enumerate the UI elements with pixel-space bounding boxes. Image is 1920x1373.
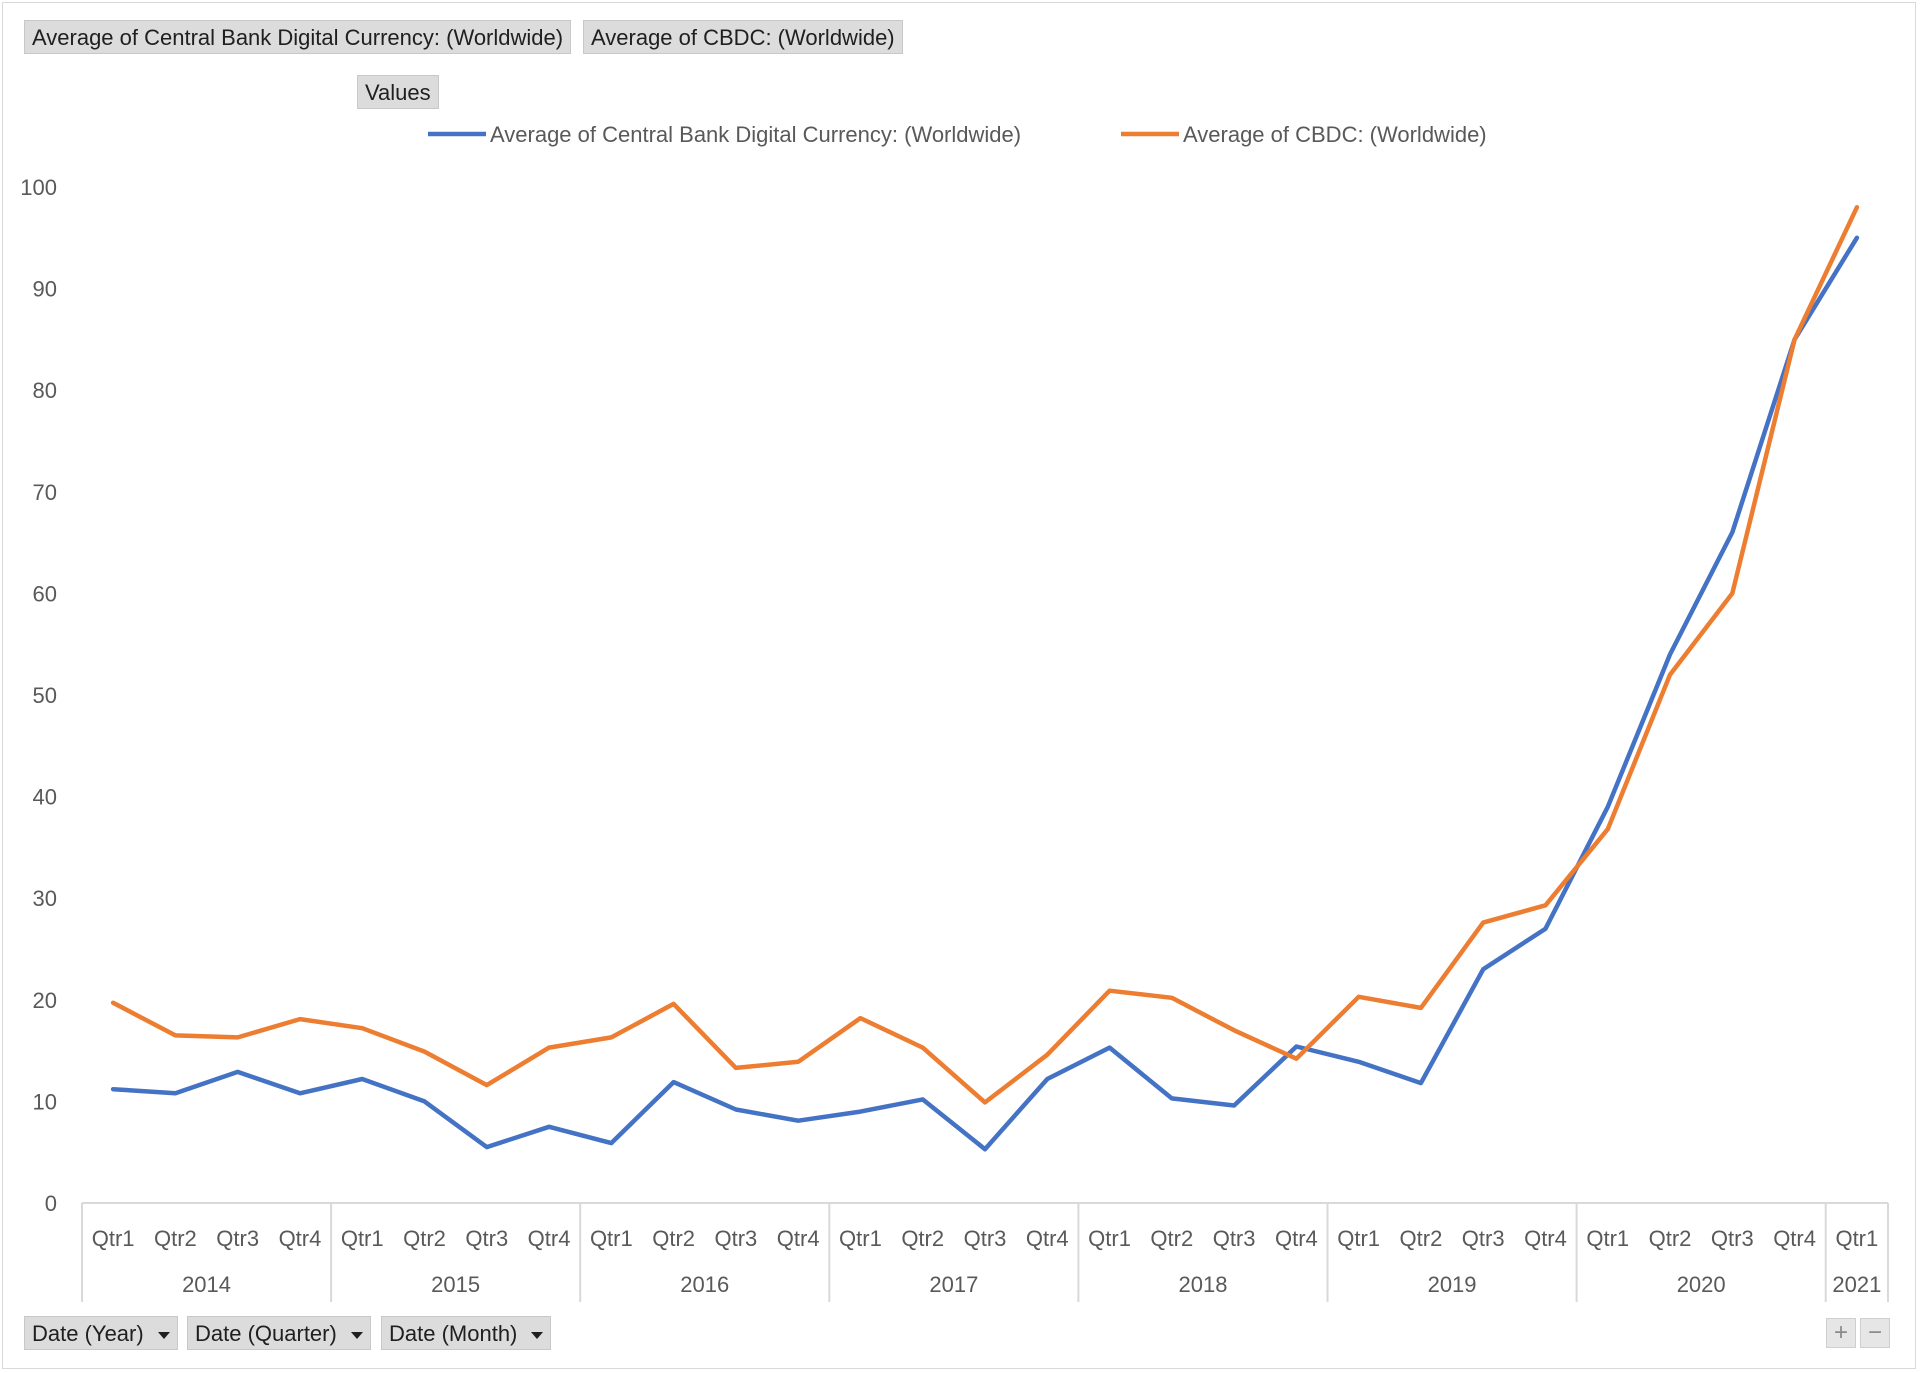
values-button[interactable]: Values [357,75,439,109]
collapse-field-button[interactable]: − [1860,1318,1890,1348]
y-tick-label: 10 [33,1089,57,1114]
axis-field-date-quarter-label: Date (Quarter) [195,1321,337,1346]
axis-field-date-year-label: Date (Year) [32,1321,144,1346]
year-label: 2019 [1428,1272,1477,1297]
series-line-2 [110,205,1860,1105]
x-tick-label: Qtr3 [1213,1226,1256,1251]
x-tick-label: Qtr1 [1088,1226,1131,1251]
x-tick-label: Qtr1 [341,1226,384,1251]
y-tick-label: 80 [33,378,57,403]
x-tick-label: Qtr3 [216,1226,259,1251]
x-tick-label: Qtr1 [1337,1226,1380,1251]
y-tick-label: 90 [33,277,57,302]
x-tick-label: Qtr3 [465,1226,508,1251]
year-label: 2021 [1832,1272,1881,1297]
x-tick-label: Qtr2 [652,1226,695,1251]
x-tick-label: Qtr3 [964,1226,1007,1251]
year-label: 2018 [1178,1272,1227,1297]
x-tick-label: Qtr4 [1773,1226,1816,1251]
dropdown-arrow-icon [350,1331,363,1339]
x-tick-label: Qtr4 [777,1226,820,1251]
axis-field-date-year[interactable]: Date (Year) [24,1316,178,1350]
x-tick-label: Qtr4 [528,1226,571,1251]
year-label: 2020 [1677,1272,1726,1297]
x-tick-label: Qtr3 [714,1226,757,1251]
expand-field-button[interactable]: + [1826,1318,1856,1348]
year-label: 2014 [182,1272,231,1297]
y-tick-label: 20 [33,988,57,1013]
x-tick-label: Qtr1 [1835,1226,1878,1251]
year-label: 2016 [680,1272,729,1297]
x-tick-label: Qtr3 [1711,1226,1754,1251]
value-field-button-cbdc-full[interactable]: Average of Central Bank Digital Currency… [24,20,572,54]
y-tick-label: 100 [20,175,57,200]
y-tick-label: 40 [33,785,57,810]
value-field-button-cbdc-short[interactable]: Average of CBDC: (Worldwide) [583,20,903,54]
legend-label-2: Average of CBDC: (Worldwide) [1183,122,1487,147]
y-tick-label: 70 [33,480,57,505]
x-tick-label: Qtr4 [1026,1226,1069,1251]
x-tick-label: Qtr4 [1275,1226,1318,1251]
x-tick-label: Qtr1 [92,1226,135,1251]
y-tick-label: 30 [33,886,57,911]
x-tick-label: Qtr2 [154,1226,197,1251]
series-line-1 [110,235,1860,1152]
y-tick-label: 0 [45,1191,57,1216]
x-tick-label: Qtr1 [1586,1226,1629,1251]
y-tick-label: 50 [33,683,57,708]
year-label: 2017 [929,1272,978,1297]
x-tick-label: Qtr2 [1400,1226,1443,1251]
x-tick-label: Qtr2 [1649,1226,1692,1251]
x-tick-label: Qtr2 [901,1226,944,1251]
dropdown-arrow-icon [531,1331,544,1339]
axis-field-date-month-label: Date (Month) [389,1321,518,1346]
x-tick-label: Qtr4 [1524,1226,1567,1251]
y-tick-label: 60 [33,581,57,606]
dropdown-arrow-icon [157,1331,170,1339]
axis-field-date-month[interactable]: Date (Month) [381,1316,552,1350]
x-tick-label: Qtr2 [1150,1226,1193,1251]
x-tick-label: Qtr3 [1462,1226,1505,1251]
x-tick-label: Qtr2 [403,1226,446,1251]
x-tick-label: Qtr4 [279,1226,322,1251]
x-tick-label: Qtr1 [590,1226,633,1251]
year-label: 2015 [431,1272,480,1297]
axis-field-date-quarter[interactable]: Date (Quarter) [187,1316,371,1350]
legend-label-1: Average of Central Bank Digital Currency… [490,122,1021,147]
x-tick-label: Qtr1 [839,1226,882,1251]
